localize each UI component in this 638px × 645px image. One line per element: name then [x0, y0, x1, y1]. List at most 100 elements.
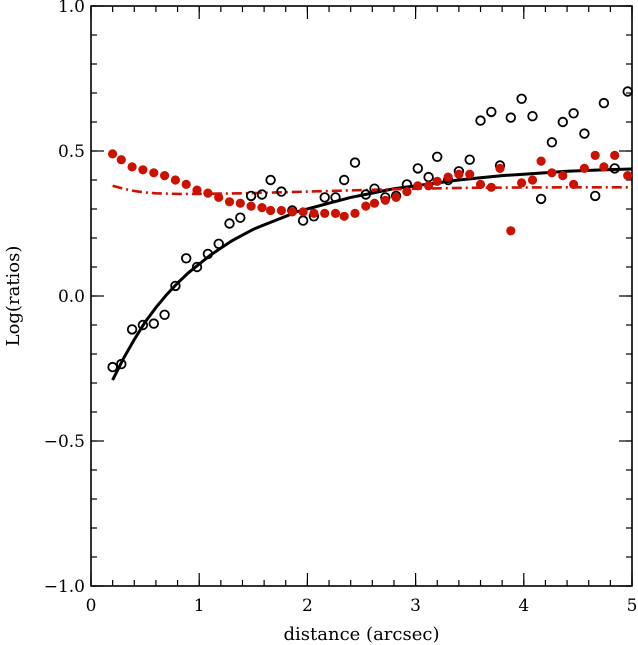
filled-circle-point	[116, 155, 126, 165]
open-circle-point	[245, 190, 257, 202]
open-circle-point	[170, 280, 181, 292]
open-circle-point	[297, 215, 309, 226]
y-tick-label: 0.5	[58, 142, 85, 162]
filled-circle-point	[149, 168, 159, 178]
filled-circle-point	[517, 178, 527, 188]
filled-circle-point	[203, 188, 213, 198]
data-points	[107, 86, 633, 373]
open-circle-point	[486, 106, 497, 118]
filled-circle-point	[623, 171, 633, 181]
fit-line-dash-dot	[112, 184, 632, 196]
filled-circle-point	[224, 197, 235, 207]
open-circle-point	[148, 318, 160, 329]
open-circle-point	[505, 112, 517, 123]
filled-circle-point	[192, 185, 202, 195]
open-circle-point	[609, 163, 620, 174]
open-circle-point	[276, 186, 287, 197]
open-circle-point	[349, 157, 361, 168]
open-circle-point	[568, 108, 579, 119]
open-circle-point	[475, 115, 486, 126]
y-axis-title: Log(ratios)	[3, 246, 24, 347]
open-circle-point	[224, 218, 235, 229]
x-tick-label: 2	[302, 596, 313, 616]
filled-circle-point	[108, 149, 118, 159]
filled-circle-point	[558, 171, 568, 181]
plot-frame	[90, 5, 633, 587]
x-tick-label: 0	[86, 596, 97, 616]
y-tick-label: 0.0	[58, 287, 85, 307]
filled-circle-point	[569, 179, 579, 189]
open-circle-point	[535, 193, 547, 205]
filled-circle-point	[475, 179, 486, 189]
filled-circle-point	[495, 163, 505, 173]
filled-circle-point	[486, 182, 496, 192]
filled-circle-point	[214, 192, 224, 202]
filled-circle-point	[309, 208, 319, 218]
y-tick-label: 1.0	[58, 0, 85, 17]
filled-circle-point	[287, 207, 297, 217]
filled-circle-point	[127, 162, 137, 172]
open-circle-point	[116, 358, 127, 370]
open-circle-point	[107, 361, 118, 373]
filled-circle-point	[257, 203, 267, 213]
filled-circle-point	[432, 176, 442, 186]
filled-circle-point	[298, 207, 308, 217]
filled-circle-point	[536, 156, 546, 166]
x-tick-label: 5	[627, 596, 638, 616]
open-circle-point	[579, 128, 590, 139]
filled-circle-point	[402, 187, 412, 197]
filled-circle-point	[424, 181, 434, 191]
x-tick-label: 3	[410, 596, 421, 616]
filled-circle-point	[330, 208, 341, 218]
open-circle-point	[464, 154, 475, 165]
filled-circle-point	[599, 162, 609, 172]
open-circle-point	[557, 116, 569, 128]
open-circle-point	[213, 238, 224, 250]
filled-circle-point	[391, 192, 401, 202]
filled-circle-point	[590, 150, 600, 160]
filled-circle-point	[276, 205, 286, 216]
filled-circle-point	[266, 205, 276, 216]
open-circle-point	[622, 86, 633, 97]
filled-circle-point	[454, 169, 464, 179]
filled-circle-point	[413, 181, 423, 191]
open-circle-point	[202, 248, 214, 260]
filled-circle-point	[361, 201, 371, 211]
filled-circle-point	[160, 171, 170, 181]
open-circle-point	[235, 212, 246, 223]
open-circle-point	[330, 192, 341, 203]
open-circle-point	[126, 324, 138, 335]
open-circle-point	[598, 97, 610, 109]
open-circle-point	[191, 261, 203, 273]
filled-circle-point	[610, 150, 620, 160]
open-circle-point	[516, 93, 527, 105]
open-circle-point	[265, 174, 276, 186]
x-tick-label: 1	[194, 596, 205, 616]
open-circle-point	[423, 171, 434, 183]
open-circle-point	[137, 319, 149, 331]
plot-axes: 0 1 2 3 4 5 −1.0 −0.5 0.0 0.5 1.0	[44, 0, 638, 616]
open-circle-point	[159, 309, 170, 321]
filled-circle-point	[465, 169, 475, 179]
open-circle-point	[590, 190, 601, 202]
filled-circle-point	[369, 198, 380, 208]
open-circle-point	[412, 163, 424, 174]
filled-circle-point	[380, 195, 390, 205]
filled-circle-point	[527, 175, 538, 185]
open-circle-point	[360, 189, 372, 200]
filled-circle-point	[138, 165, 148, 175]
open-circle-point	[256, 189, 268, 200]
open-circle-point	[339, 174, 350, 186]
open-circle-point	[180, 253, 192, 264]
filled-circle-point	[350, 208, 360, 218]
filled-circle-point	[181, 179, 191, 189]
open-circle-point	[319, 192, 330, 203]
x-axis-title: distance (arcsec)	[284, 624, 440, 645]
filled-circle-point	[246, 201, 256, 211]
filled-circle-point	[506, 226, 516, 236]
filled-circle-point	[320, 208, 330, 218]
y-tick-label: −1.0	[44, 577, 85, 597]
filled-circle-point	[170, 175, 180, 185]
y-tick-label: −0.5	[44, 432, 85, 452]
